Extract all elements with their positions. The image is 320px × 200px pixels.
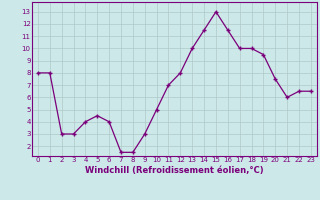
X-axis label: Windchill (Refroidissement éolien,°C): Windchill (Refroidissement éolien,°C) (85, 166, 264, 175)
